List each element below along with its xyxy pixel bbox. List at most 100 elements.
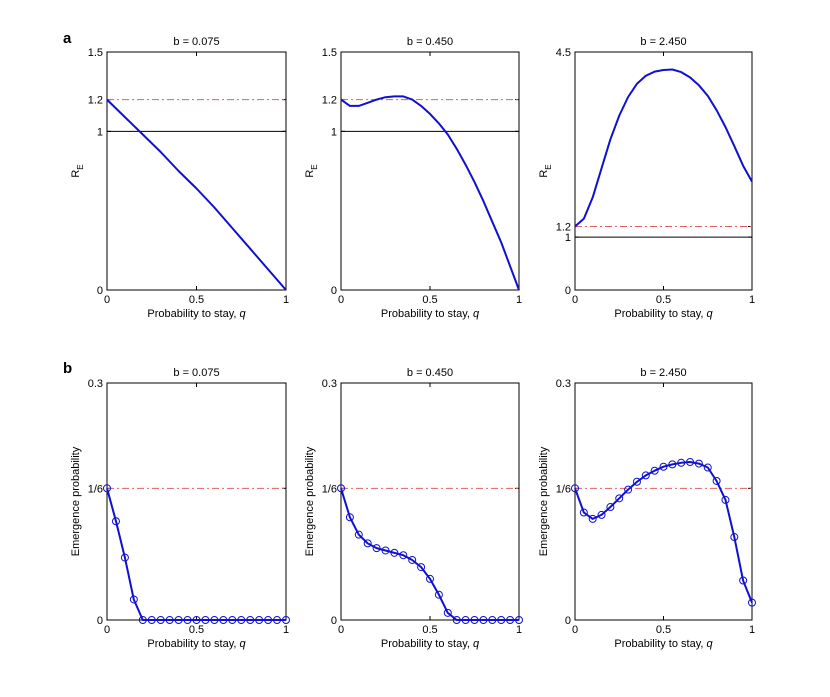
chart-5: 0 0.5 1 0 1/6 0.3 b = 0.450 Probability to stay… — [304, 367, 523, 650]
data-point — [686, 458, 695, 466]
data-point — [363, 539, 372, 548]
data-point — [246, 616, 255, 624]
data-point — [461, 616, 470, 624]
series-line — [574, 461, 753, 603]
data-point — [650, 466, 659, 475]
y-tick-label: 1/6 — [88, 483, 103, 495]
data-point — [417, 563, 426, 572]
y-tick-label: 0 — [97, 285, 103, 297]
x-tick-label: 1 — [749, 624, 755, 636]
chart-title: b = 0.075 — [173, 367, 219, 379]
x-tick-label: 0 — [104, 294, 110, 306]
series-line — [574, 68, 753, 228]
x-tick-label: 1 — [516, 294, 522, 306]
data-point — [372, 544, 381, 553]
x-axis-label: Probability to stay, q — [614, 638, 713, 650]
series-line — [340, 488, 519, 621]
y-axis-label: Emergence probability — [304, 446, 316, 556]
y-tick-label: 1/6 — [322, 483, 337, 495]
data-point — [497, 616, 506, 624]
data-point — [219, 616, 228, 624]
data-point — [434, 590, 443, 599]
data-point — [694, 459, 703, 468]
data-point — [156, 616, 165, 624]
data-point — [641, 471, 650, 480]
y-axis-label: RE — [304, 164, 319, 177]
data-point — [632, 477, 641, 486]
data-point — [748, 598, 756, 607]
y-tick-label: 0 — [565, 285, 571, 297]
data-point — [739, 576, 748, 585]
y-tick-label: 0 — [565, 615, 571, 627]
y-tick-label: 0.3 — [322, 378, 337, 390]
chart-4: 0 0.5 1 0 1/6 0.3 b = 0.075 Probability to stay… — [70, 367, 290, 650]
x-tick-label: 0.5 — [656, 294, 671, 306]
x-tick-label: 0.5 — [422, 624, 437, 636]
chart-title: b = 0.075 — [173, 36, 219, 48]
y-axis-label: RE — [70, 164, 85, 177]
chart-title: b = 0.450 — [407, 367, 453, 379]
data-point — [712, 476, 721, 485]
data-point — [703, 463, 712, 472]
y-tick-label: 4.5 — [556, 47, 571, 59]
data-point — [399, 551, 408, 560]
series-line — [340, 95, 520, 291]
chart-title: b = 0.450 — [407, 36, 453, 48]
data-point — [452, 616, 461, 624]
chart-title: b = 2.450 — [640, 36, 686, 48]
x-tick-label: 0 — [104, 624, 110, 636]
data-point — [282, 616, 290, 624]
data-point — [730, 533, 739, 542]
y-tick-label: 0.3 — [88, 378, 103, 390]
data-point — [515, 616, 523, 624]
series-line — [106, 98, 287, 291]
data-point — [659, 462, 668, 471]
y-tick-label: 0.3 — [556, 378, 571, 390]
x-tick-label: 0 — [338, 294, 344, 306]
x-tick-label: 0.5 — [189, 624, 204, 636]
y-tick-label: 1 — [565, 232, 571, 244]
y-tick-label: 0 — [331, 615, 337, 627]
data-point — [147, 616, 156, 624]
y-tick-label: 1.5 — [322, 47, 337, 59]
panel-label-a: a — [63, 30, 72, 47]
panel-label-b: b — [63, 360, 72, 377]
chart-1: 0 0.5 1 0 1 1.2 1.5 b = 0.075 Probability to sta… — [70, 36, 289, 320]
data-point — [381, 546, 390, 555]
data-point — [615, 494, 624, 503]
data-point — [174, 616, 183, 624]
x-tick-label: 0 — [572, 624, 578, 636]
data-point — [606, 503, 615, 512]
data-point — [255, 616, 264, 624]
y-tick-label: 1 — [97, 126, 103, 138]
data-point — [103, 484, 111, 493]
x-axis-label: Probability to stay, q — [381, 638, 480, 650]
x-axis-label: Probability to stay, q — [381, 308, 480, 320]
x-tick-label: 1 — [283, 294, 289, 306]
data-point — [345, 513, 354, 522]
chart-title: b = 2.450 — [640, 367, 686, 379]
x-tick-label: 1 — [516, 624, 522, 636]
x-tick-label: 0 — [572, 294, 578, 306]
data-point — [668, 460, 677, 469]
x-tick-label: 1 — [749, 294, 755, 306]
x-tick-label: 1 — [283, 624, 289, 636]
x-tick-label: 0 — [338, 624, 344, 636]
data-point — [479, 616, 488, 624]
data-point — [506, 616, 515, 624]
data-point — [120, 553, 129, 562]
x-axis-label: Probability to stay, q — [147, 638, 246, 650]
y-axis-label: Emergence probability — [538, 446, 550, 556]
data-point — [273, 616, 282, 624]
axes-frame — [106, 382, 287, 621]
data-point — [470, 616, 479, 624]
data-point — [579, 508, 588, 517]
data-point — [138, 616, 147, 624]
y-tick-label: 0 — [97, 615, 103, 627]
y-tick-label: 1.2 — [322, 95, 337, 107]
y-tick-label: 0 — [331, 285, 337, 297]
y-tick-label: 1 — [331, 126, 337, 138]
y-tick-label: 1/6 — [556, 483, 571, 495]
data-point — [426, 574, 434, 583]
